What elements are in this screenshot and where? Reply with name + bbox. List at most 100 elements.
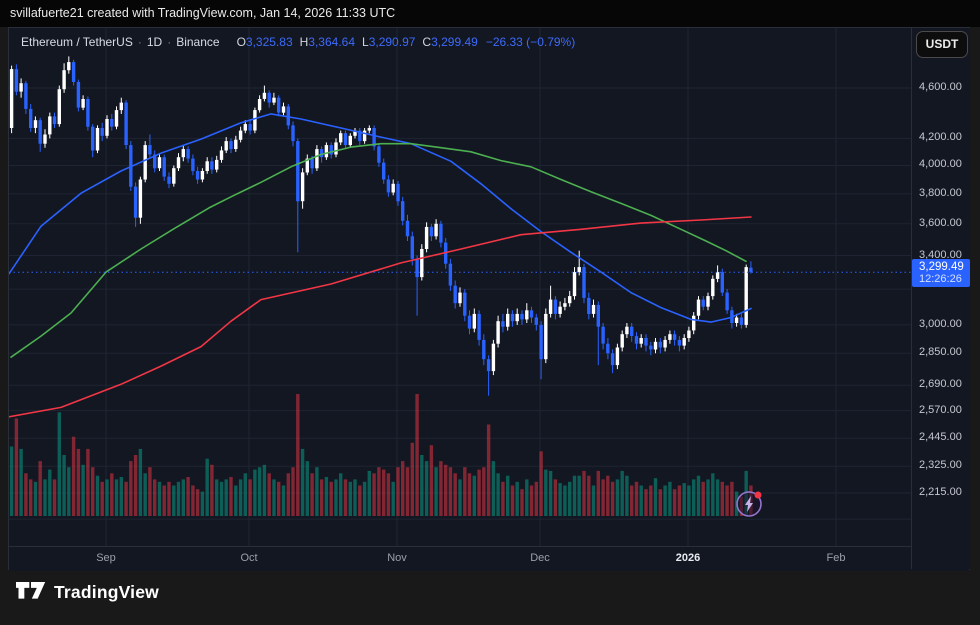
chart-panel[interactable]: Ethereum / TetherUS · 1D · Binance O3,325.83 H… [8,27,970,571]
volume-bar [653,478,658,516]
candle-up [577,267,581,273]
volume-bar [129,461,133,516]
candle-down [553,299,558,314]
candle-up [215,159,219,170]
candle-down [148,145,152,155]
volume-bar [29,479,33,516]
volume-bar [706,479,710,516]
volume-bar [730,481,734,516]
volume-bar [658,489,662,516]
candle-down [382,162,386,180]
volume-bar [410,442,414,516]
header-separator: · [167,35,172,49]
candlestick-chart[interactable] [9,28,911,546]
volume-bar [305,461,309,516]
candle-down [319,149,324,158]
volume-bar [262,464,267,516]
price-axis-label: 2,325.00 [919,459,962,471]
candle-down [672,334,677,340]
volume-bar [467,473,472,516]
candle-down [291,125,295,142]
candle-up [176,157,181,169]
candle-up [81,99,85,108]
candle-down [415,258,419,278]
interval-label[interactable]: 1D [146,35,163,49]
volume-bar [553,479,558,516]
volume-bar [329,481,333,516]
candle-up [181,149,185,158]
ma-mid [10,142,747,358]
volume-bar [71,436,76,516]
volume-bar [286,473,290,516]
candle-up [143,145,147,180]
header-separator: · [137,35,142,49]
candle-up [420,249,424,278]
volume-bar [515,481,519,516]
low-value: 3,290.97 [368,35,416,49]
price-axis-label: 3,000.00 [919,318,962,330]
candle-down [587,297,591,314]
close-label: C [422,35,432,49]
high-value: 3,364.64 [308,35,356,49]
symbol-header: Ethereum / TetherUS · 1D · Binance O3,325.83 H… [21,35,575,49]
tradingview-logo[interactable]: TradingView [16,580,159,604]
candle-down [634,336,639,344]
volume-bar [296,394,300,516]
volume-bar [401,461,405,516]
volume-bar [9,446,14,516]
candle-down [644,338,648,346]
candle-up [200,171,205,180]
volume-bar [257,467,262,516]
candle-up [563,303,567,307]
currency-toggle-button[interactable]: USDT [916,31,968,58]
volume-bar [353,479,357,516]
candle-down [477,313,481,340]
volume-bar [300,448,305,516]
candle-down [29,108,33,128]
volume-bar [310,473,314,516]
tradingview-logo-icon [16,582,46,599]
volume-bar [687,485,691,516]
candle-up [558,306,562,314]
candle-up [568,296,572,304]
candle-up [362,130,367,142]
candle-up [238,130,243,140]
volume-bar [76,448,81,516]
volume-bar [610,481,615,516]
candle-up [243,124,247,131]
candle-up [715,272,720,279]
candle-up [114,110,119,127]
candle-up [544,313,548,360]
volume-bar [405,467,410,516]
volume-bar [229,477,233,516]
close-value: 3,299.49 [431,35,478,49]
volume-bar [496,473,500,516]
volume-bar [568,481,572,516]
volume-bar [138,448,143,516]
candle-down [210,161,214,170]
candle-down [343,133,348,146]
candle-down [725,292,729,311]
attribution-bar: svillafuerte21 created with TradingView.… [0,0,980,27]
volume-bar [57,412,61,516]
price-axis[interactable]: USDT 3,299.49 12:26:26 4,600.00 4,200.00 4… [911,28,970,569]
volume-bar [663,485,667,516]
high-label: H [299,35,309,49]
candle-down [610,353,615,366]
symbol-name[interactable]: Ethereum / TetherUS [21,35,133,49]
volume-bar [157,481,162,516]
volume-bar [114,479,119,516]
volume-bar [444,464,448,516]
volume-bar [195,489,200,516]
lightning-icon [745,496,753,512]
time-axis[interactable]: Sep Oct Nov Dec 2026 Feb [9,546,969,571]
time-axis-label: 2026 [675,552,701,564]
volume-bar [339,473,343,516]
candle-up [734,317,739,323]
candle-down [601,326,605,344]
candle-down [38,120,42,144]
candle-down [153,154,157,169]
candle-down [329,145,333,155]
time-axis-label: Sep [96,552,116,564]
price-axis-label: 4,200.00 [919,131,962,143]
